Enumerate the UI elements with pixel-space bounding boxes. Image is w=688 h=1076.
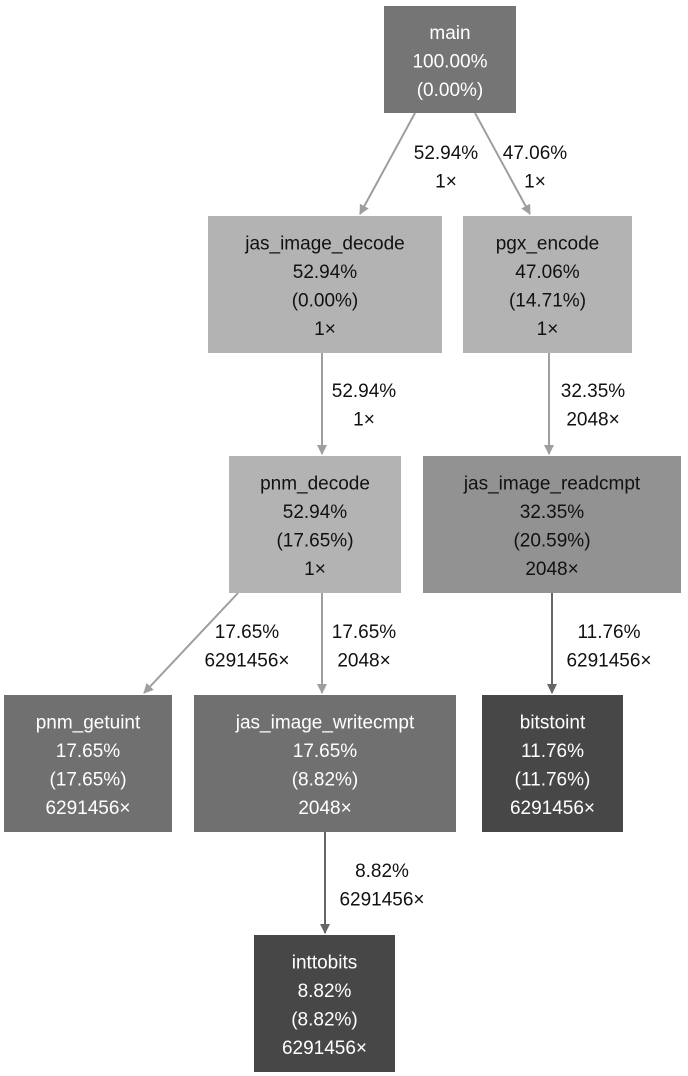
node-box [254,935,395,1072]
edge-count-label: 6291456× [339,890,424,911]
node-self-percent: (20.59%) [513,531,590,552]
node-total-percent: 32.35% [520,502,585,523]
edge-jas_image_readcmpt-to-bitstoint: 11.76% 6291456× [547,593,652,694]
edge-count-label: 1× [435,172,457,193]
node-self-percent: (8.82%) [291,1010,358,1031]
node-box [463,216,632,353]
node-function-name: bitstoint [520,713,586,734]
node-call-count: 6291456× [510,798,595,819]
node-total-percent: 100.00% [412,51,487,72]
node-box [208,216,442,353]
node-box [229,456,401,593]
edge-pnm_decode-to-pnm_getuint: 17.65% 6291456× [143,592,290,694]
edge-count-label: 2048× [337,651,390,672]
edge-arrow [359,112,416,215]
node-main[interactable]: main 100.00% (0.00%) [384,6,516,113]
node-total-percent: 17.65% [56,741,121,762]
edge-percent-label: 32.35% [561,381,626,402]
node-call-count: 6291456× [45,798,130,819]
node-function-name: main [429,23,470,44]
node-box [194,695,456,832]
node-function-name: jas_image_decode [244,234,405,255]
node-call-count: 2048× [298,798,351,819]
edge-jas_image_writecmpt-to-inttobits: 8.82% 6291456× [320,832,425,934]
node-box [4,695,172,832]
edge-percent-label: 11.76% [577,622,640,643]
edge-main-to-jas_image_decode: 52.94% 1× [359,112,479,215]
edge-percent-label: 17.65% [332,622,397,643]
edge-main-to-pgx_encode: 47.06% 1× [474,112,568,215]
node-self-percent: (11.76%) [515,770,591,791]
edge-count-label: 6291456× [566,651,651,672]
node-total-percent: 11.76% [521,741,584,762]
node-box [482,695,623,832]
node-call-count: 6291456× [282,1038,367,1059]
node-box [384,6,516,113]
node-function-name: inttobits [292,953,357,974]
node-total-percent: 8.82% [298,981,352,1002]
node-total-percent: 52.94% [283,502,348,523]
node-function-name: pnm_decode [260,474,370,495]
node-self-percent: (8.82%) [292,770,359,791]
node-inttobits[interactable]: inttobits 8.82% (8.82%) 6291456× [254,935,395,1072]
node-function-name: pgx_encode [496,234,600,255]
edge-percent-label: 52.94% [332,381,397,402]
edge-arrow [474,112,531,215]
edge-percent-label: 8.82% [355,861,409,882]
node-jas_image_decode[interactable]: jas_image_decode 52.94% (0.00%) 1× [208,216,442,353]
edge-pgx_encode-to-jas_image_readcmpt: 32.35% 2048× [544,353,626,455]
node-pgx_encode[interactable]: pgx_encode 47.06% (14.71%) 1× [463,216,632,353]
node-call-count: 1× [314,319,336,340]
node-call-count: 1× [304,559,326,580]
edge-percent-label: 17.65% [215,622,280,643]
node-pnm_getuint[interactable]: pnm_getuint 17.65% (17.65%) 6291456× [4,695,172,832]
edge-count-label: 2048× [566,410,619,431]
node-function-name: pnm_getuint [36,713,141,734]
edge-pnm_decode-to-jas_image_writecmpt: 17.65% 2048× [317,593,397,694]
edge-count-label: 6291456× [204,651,289,672]
node-box [423,456,681,593]
node-call-count: 2048× [525,559,578,580]
node-pnm_decode[interactable]: pnm_decode 52.94% (17.65%) 1× [229,456,401,593]
node-bitstoint[interactable]: bitstoint 11.76% (11.76%) 6291456× [482,695,623,832]
node-jas_image_readcmpt[interactable]: jas_image_readcmpt 32.35% (20.59%) 2048× [423,456,681,593]
node-total-percent: 47.06% [515,262,580,283]
edge-count-label: 1× [353,410,375,431]
node-jas_image_writecmpt[interactable]: jas_image_writecmpt 17.65% (8.82%) 2048× [194,695,456,832]
edge-percent-label: 52.94% [414,143,479,164]
node-function-name: jas_image_writecmpt [235,713,415,734]
node-self-percent: (17.65%) [49,770,126,791]
edge-jas_image_decode-to-pnm_decode: 52.94% 1× [317,353,397,455]
node-total-percent: 52.94% [293,262,358,283]
node-self-percent: (17.65%) [276,531,353,552]
node-self-percent: (14.71%) [509,291,586,312]
edge-percent-label: 47.06% [503,143,568,164]
node-self-percent: (0.00%) [417,80,484,101]
node-total-percent: 17.65% [293,741,358,762]
edge-arrow [143,592,239,694]
node-self-percent: (0.00%) [292,291,359,312]
edge-count-label: 1× [524,172,546,193]
node-call-count: 1× [537,319,559,340]
node-function-name: jas_image_readcmpt [463,474,641,495]
